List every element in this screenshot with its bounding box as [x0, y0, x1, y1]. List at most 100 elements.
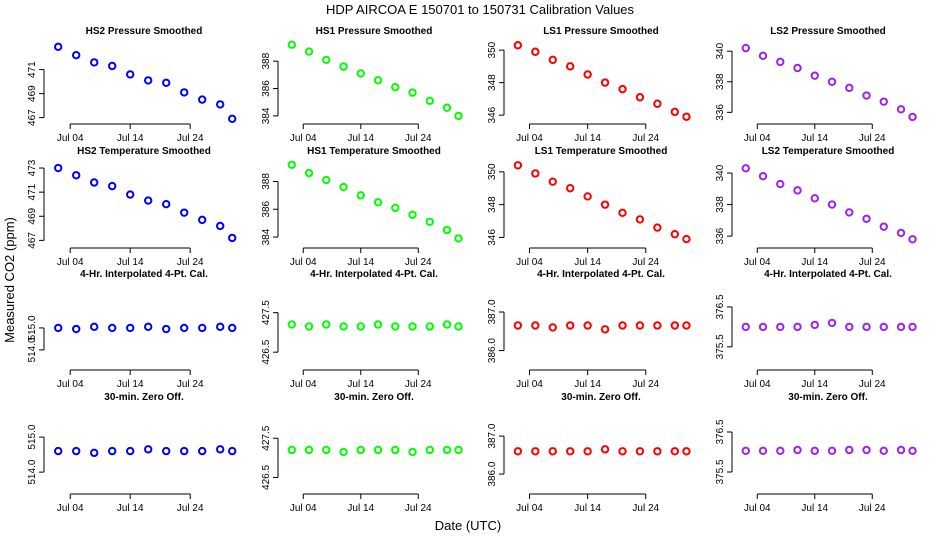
data-point	[531, 447, 540, 456]
x-tick-label: Jul 14	[574, 257, 601, 268]
x-tick-label: Jul 04	[516, 503, 543, 514]
data-point	[408, 210, 417, 220]
y-tick-label: 427.5	[261, 300, 272, 325]
data-point	[425, 96, 434, 106]
data-point	[793, 445, 802, 455]
x-tick-label: Jul 04	[744, 257, 771, 268]
data-point	[322, 175, 331, 185]
y-tick-label: 387.0	[487, 299, 498, 324]
data-point	[356, 322, 365, 331]
data-point	[339, 62, 348, 71]
data-point	[682, 321, 691, 330]
data-point	[287, 320, 296, 329]
data-point	[228, 233, 237, 243]
data-point	[180, 446, 189, 456]
data-point	[908, 235, 917, 244]
data-point	[228, 446, 237, 456]
data-point	[758, 51, 768, 60]
x-tick-label: Jul 14	[801, 257, 828, 268]
data-point	[548, 177, 557, 186]
data-point	[862, 91, 871, 100]
y-tick-label: 384	[261, 107, 272, 124]
data-point	[216, 445, 225, 454]
y-tick-label: 514.0	[27, 459, 38, 484]
data-point	[635, 447, 645, 456]
data-point	[322, 320, 331, 329]
figure-title: HDP AIRCOA E 150701 to 150731 Calibratio…	[326, 2, 635, 17]
y-tick-label: 388	[261, 52, 272, 69]
x-tick-label: Jul 14	[117, 379, 144, 390]
data-point	[862, 214, 871, 223]
data-point	[162, 324, 171, 334]
data-point	[90, 178, 99, 187]
data-point	[758, 171, 768, 181]
x-tick-label: Jul 14	[801, 379, 828, 390]
data-point	[653, 223, 662, 232]
data-point	[54, 163, 63, 173]
data-point	[741, 164, 750, 173]
y-tick-label: 375.5	[715, 459, 726, 484]
data-point	[618, 84, 627, 94]
data-point	[653, 447, 662, 456]
data-point	[198, 95, 207, 104]
data-point	[548, 323, 557, 332]
x-tick-label: Jul 24	[177, 133, 204, 144]
panel-title: 30-min. Zero Off.	[334, 392, 414, 403]
y-axis-label: Measured CO2 (ppm)	[2, 217, 17, 343]
data-point	[513, 161, 523, 170]
y-tick-label: 473	[27, 159, 38, 176]
data-point	[670, 321, 680, 330]
data-point	[391, 82, 400, 92]
data-point	[425, 217, 434, 226]
y-tick-label: 514.0	[27, 337, 38, 362]
data-point	[635, 321, 645, 330]
x-tick-label: Jul 04	[516, 257, 543, 268]
y-tick-label: 467	[27, 109, 38, 126]
x-tick-label: Jul 14	[801, 503, 828, 514]
y-tick-label: 340	[715, 164, 726, 181]
data-point	[322, 55, 331, 64]
data-point	[126, 70, 135, 79]
data-point	[425, 322, 434, 331]
data-point	[896, 228, 906, 238]
data-point	[144, 196, 153, 205]
x-tick-label: Jul 14	[117, 133, 144, 144]
x-tick-label: Jul 14	[117, 503, 144, 514]
data-point	[180, 208, 189, 217]
data-point	[810, 71, 819, 80]
y-tick-label: 375.5	[715, 334, 726, 359]
y-tick-label: 469	[27, 207, 38, 224]
x-tick-label: Jul 14	[574, 503, 601, 514]
data-point	[793, 322, 802, 332]
data-point	[339, 447, 348, 457]
data-point	[565, 62, 575, 71]
data-point	[845, 445, 854, 455]
data-point	[304, 168, 314, 178]
data-point	[304, 445, 314, 455]
data-point	[108, 446, 117, 456]
data-point	[408, 88, 417, 97]
y-tick-label: 469	[27, 85, 38, 102]
data-point	[908, 446, 917, 455]
data-point	[531, 169, 540, 178]
data-point	[108, 61, 117, 71]
y-tick-label: 384	[261, 228, 272, 245]
panel-title: 4-Hr. Interpolated 4-Pt. Cal.	[764, 269, 892, 280]
data-point	[908, 322, 917, 332]
data-point	[216, 322, 225, 332]
data-point	[565, 447, 575, 456]
panel-title: 4-Hr. Interpolated 4-Pt. Cal.	[80, 269, 208, 280]
x-tick-label: Jul 14	[574, 133, 601, 144]
x-tick-label: Jul 24	[859, 503, 886, 514]
data-point	[682, 112, 691, 121]
x-tick-label: Jul 24	[859, 257, 886, 268]
x-tick-label: Jul 04	[290, 257, 317, 268]
data-point	[339, 322, 348, 331]
y-tick-label: 386	[261, 200, 272, 217]
data-point	[583, 192, 592, 201]
x-tick-label: Jul 24	[177, 503, 204, 514]
data-point	[670, 447, 680, 456]
y-tick-label: 467	[27, 232, 38, 249]
x-tick-label: Jul 14	[347, 379, 374, 390]
y-tick-label: 386.0	[487, 461, 498, 486]
